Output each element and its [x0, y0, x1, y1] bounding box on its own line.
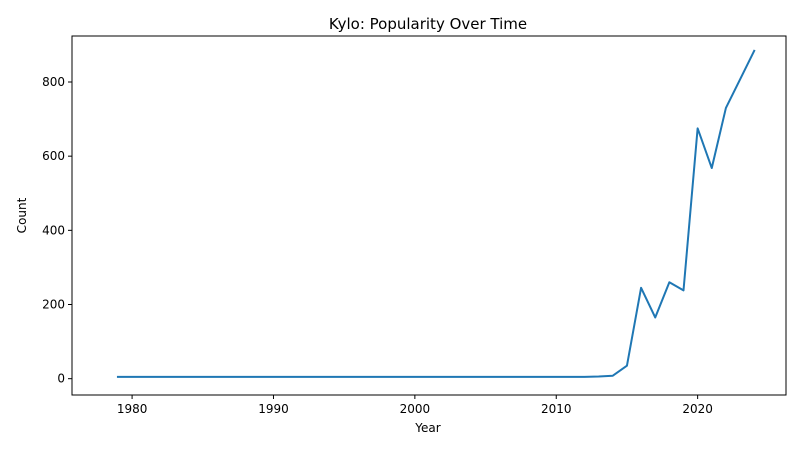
y-tick-label: 0 — [57, 372, 65, 386]
x-axis: 1980 1990 2000 2010 2020 — [117, 395, 713, 416]
x-tick-label: 2020 — [682, 402, 713, 416]
y-axis: 0 200 400 600 800 — [42, 75, 72, 386]
x-tick-label: 1990 — [258, 402, 289, 416]
x-axis-label: Year — [414, 421, 440, 435]
x-tick-label: 2010 — [541, 402, 572, 416]
plot-area — [71, 35, 787, 396]
y-tick-label: 200 — [42, 298, 65, 312]
series-layer — [116, 49, 756, 378]
series-line — [116, 49, 756, 378]
y-axis-label: Count — [15, 197, 29, 233]
x-tick-label: 1980 — [117, 402, 148, 416]
y-tick-label: 400 — [42, 223, 65, 237]
chart-title: Kylo: Popularity Over Time — [329, 15, 527, 33]
y-tick-label: 600 — [42, 149, 65, 163]
y-tick-label: 800 — [42, 75, 65, 89]
x-tick-label: 2000 — [400, 402, 431, 416]
